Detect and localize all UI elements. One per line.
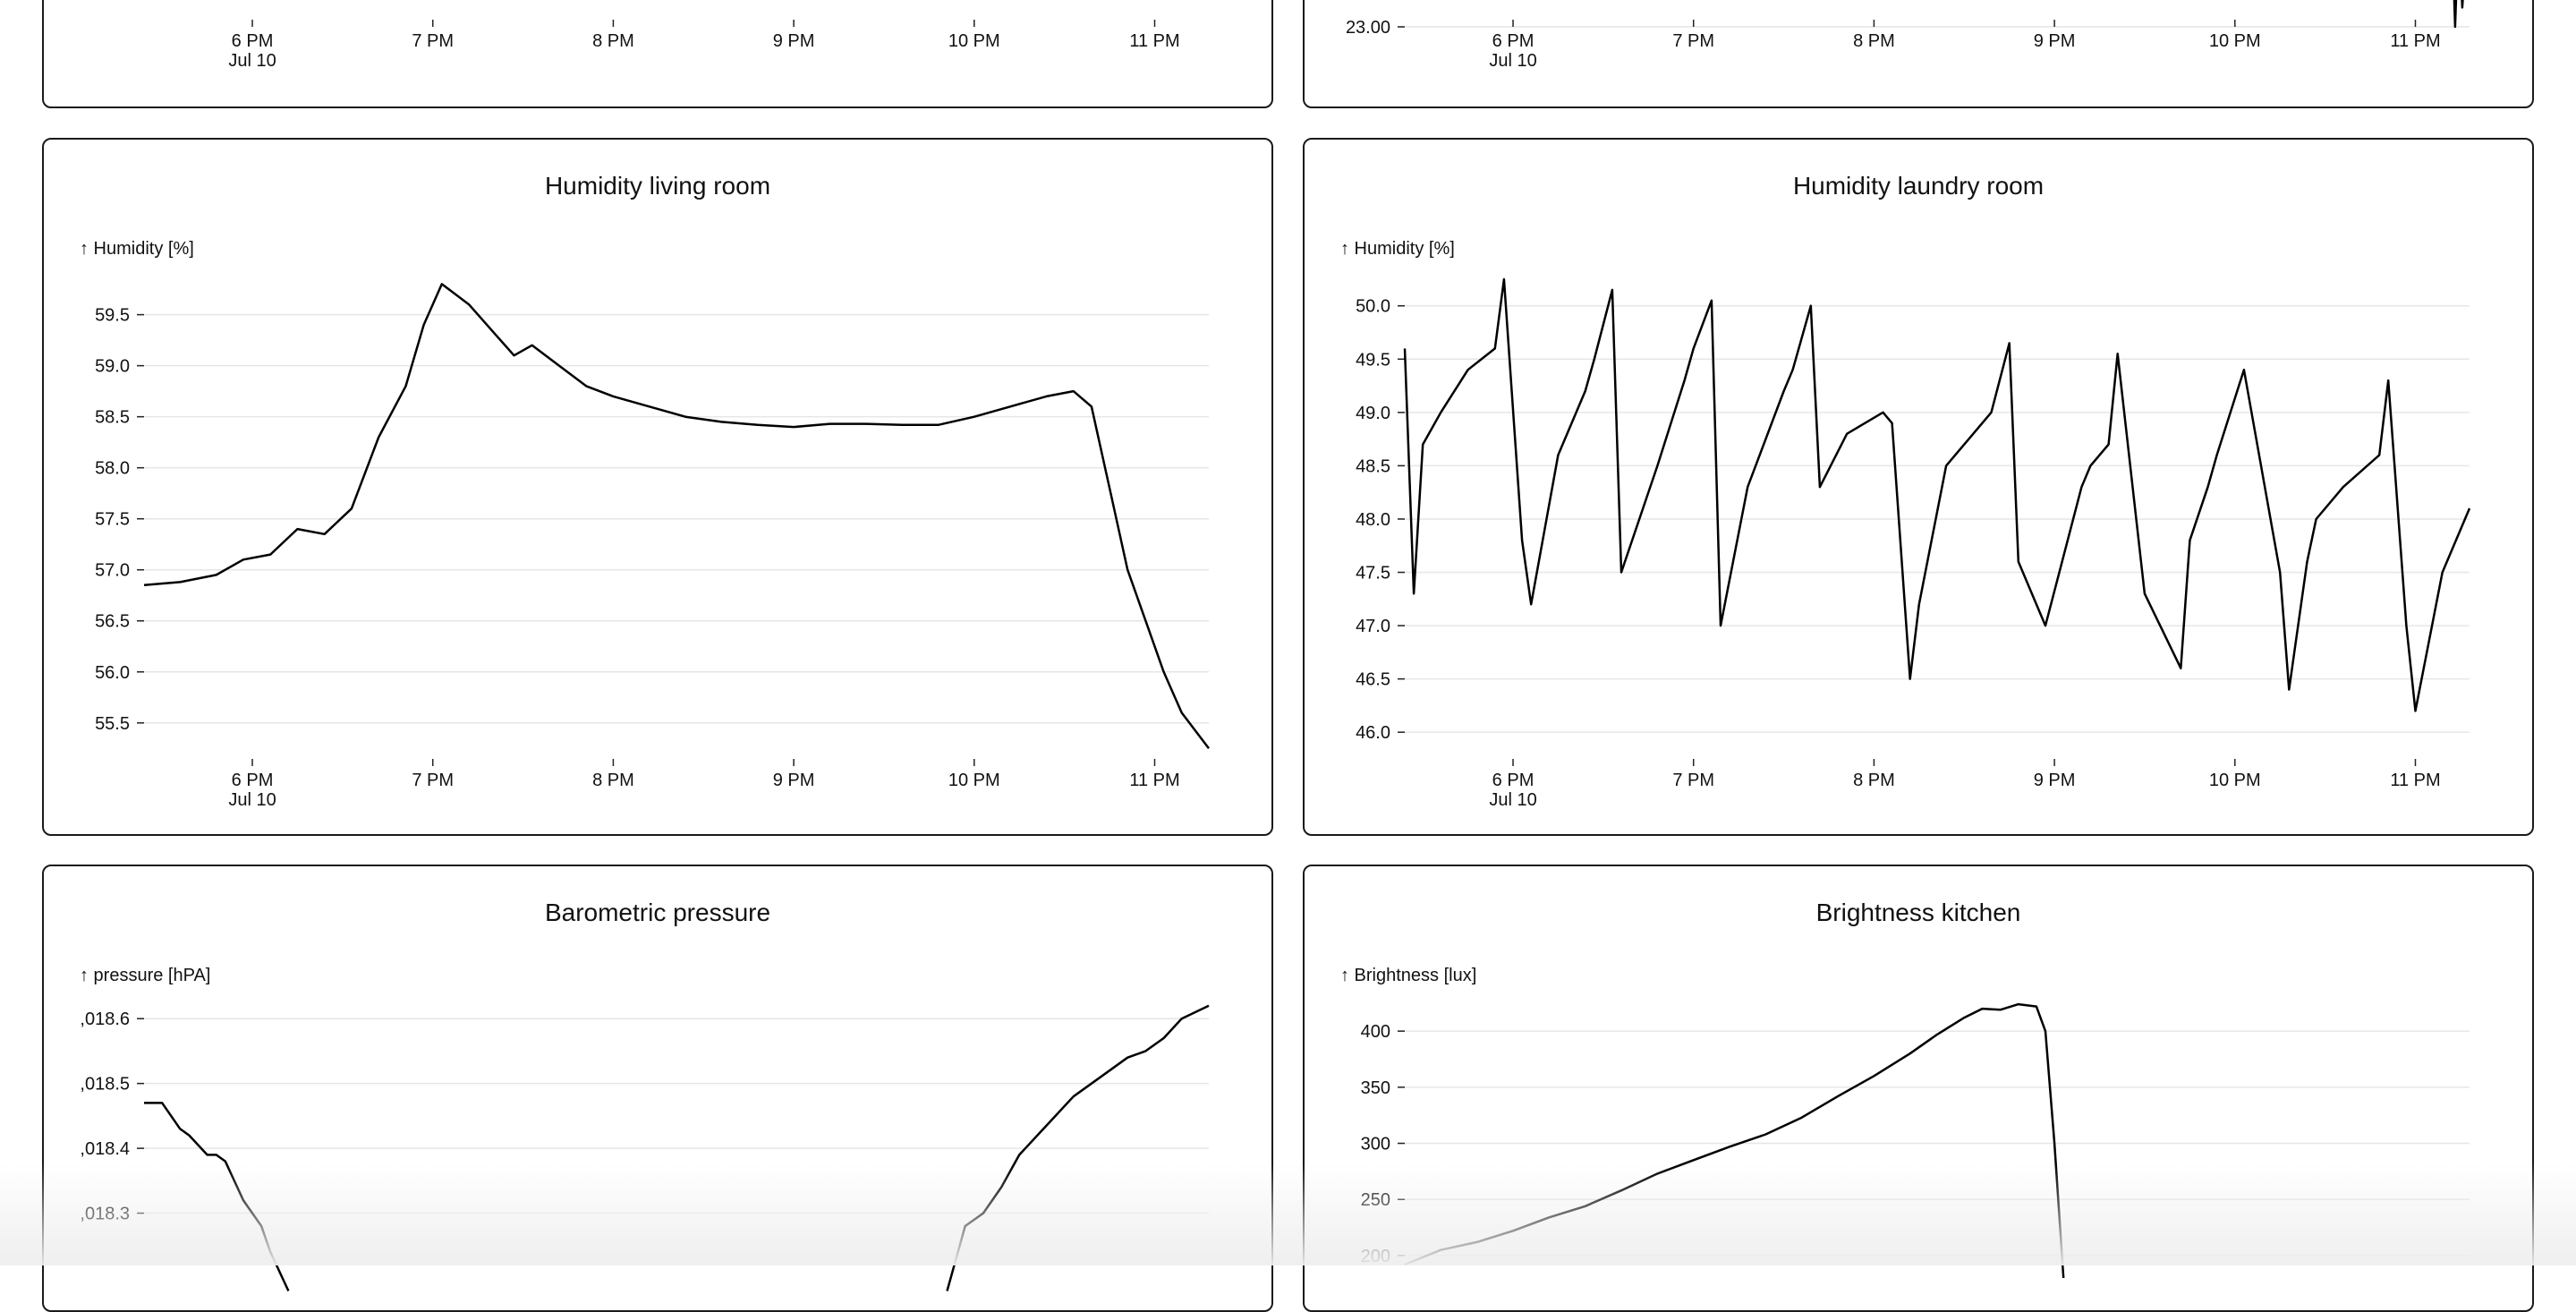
chart-card-humidity-laundry-room: Humidity laundry room ↑ Humidity [%] 46.0… xyxy=(1303,138,2534,836)
x-tick-label: 10 PM xyxy=(2209,31,2261,51)
y-axis-label: ↑ Brightness [lux] xyxy=(1340,966,1476,985)
x-tick-label: 11 PM xyxy=(2390,31,2440,51)
x-tick-label: 6 PM xyxy=(1492,771,1535,790)
y-tick-label: 49.0 xyxy=(1356,404,1390,423)
x-tick-label: 8 PM xyxy=(592,31,634,51)
x-tick-label: 9 PM xyxy=(773,771,815,790)
chart-card-humidity-living-room: Humidity living room ↑ Humidity [%] 55.5 5… xyxy=(42,138,1273,836)
y-tick-label: 56.5 xyxy=(95,612,130,632)
x-tick-sublabel: Jul 10 xyxy=(228,51,276,71)
x-tick-label: 8 PM xyxy=(1853,31,1895,51)
y-tick-label: 50.0 xyxy=(1356,297,1390,317)
x-tick-label: 7 PM xyxy=(412,771,454,790)
y-axis-label: ↑ Humidity [%] xyxy=(80,239,194,259)
y-tick-label: 300 xyxy=(1361,1135,1390,1154)
y-tick-label: ,018.5 xyxy=(80,1075,130,1095)
y-axis-label: ↑ pressure [hPA] xyxy=(80,966,210,985)
y-tick-label: 46.0 xyxy=(1356,723,1390,743)
x-tick-label: 11 PM xyxy=(1129,31,1179,51)
y-tick-label: ,018.4 xyxy=(80,1139,130,1159)
y-tick-label: 48.0 xyxy=(1356,510,1390,530)
y-tick-label: 49.5 xyxy=(1356,350,1390,370)
x-tick-label: 11 PM xyxy=(1129,771,1179,790)
y-tick-label: 250 xyxy=(1361,1190,1390,1210)
chart-card-brightness-kitchen: Brightness kitchen ↑ Brightness [lux] 200… xyxy=(1303,865,2534,1312)
series-line xyxy=(143,283,1210,750)
x-tick-label: 8 PM xyxy=(1853,771,1895,790)
chart-plot: ↑ Brightness [lux] 200 250 300 350 400 xyxy=(1340,966,2470,1279)
chart-plot: ↑ Humidity [%] 55.5 56.0 56.5 57.0 57.5 58.0 58… xyxy=(80,239,1210,810)
y-tick-label: 57.5 xyxy=(95,510,130,530)
x-tick-sublabel: Jul 10 xyxy=(1489,51,1536,71)
x-tick-label: 10 PM xyxy=(948,31,1000,51)
x-tick-sublabel: Jul 10 xyxy=(228,790,276,810)
y-tick-label: 58.5 xyxy=(95,408,130,428)
x-tick-label: 7 PM xyxy=(1672,31,1714,51)
x-tick-sublabel: Jul 10 xyxy=(1489,790,1536,810)
x-tick-label: 6 PM xyxy=(1492,31,1535,51)
x-tick-label: 6 PM xyxy=(232,31,274,51)
y-tick-label: 56.0 xyxy=(95,663,130,683)
y-tick-label: 47.0 xyxy=(1356,617,1390,636)
chart-title: Brightness kitchen xyxy=(1815,899,2021,926)
x-tick-label: 8 PM xyxy=(592,771,634,790)
chart-card-top-left: 6 PM Jul 10 7 PM 8 PM 9 PM 10 PM 11 PM xyxy=(42,0,1273,108)
x-tick-label: 7 PM xyxy=(1672,771,1714,790)
y-tick-label: 47.5 xyxy=(1356,564,1390,584)
x-tick-label: 9 PM xyxy=(2034,771,2076,790)
series-line xyxy=(2453,0,2464,29)
y-tick-label: 57.0 xyxy=(95,561,130,581)
y-tick-label: 23.00 xyxy=(1346,18,1390,38)
y-tick-label: 400 xyxy=(1361,1022,1390,1042)
chart-title: Humidity living room xyxy=(544,172,771,200)
series-line xyxy=(1404,1002,2065,1279)
y-tick-label: ,018.6 xyxy=(80,1010,130,1029)
x-tick-label: 9 PM xyxy=(2034,31,2076,51)
y-tick-label: 200 xyxy=(1361,1247,1390,1266)
chart-card-barometric-pressure: Barometric pressure ↑ pressure [hPA] ,018… xyxy=(42,865,1273,1312)
y-tick-label: 46.5 xyxy=(1356,670,1390,690)
x-tick-label: 10 PM xyxy=(2209,771,2261,790)
chart-title: Barometric pressure xyxy=(544,899,771,926)
y-axis-label: ↑ Humidity [%] xyxy=(1340,239,1455,259)
x-tick-label: 6 PM xyxy=(232,771,274,790)
x-tick-label: 10 PM xyxy=(948,771,1000,790)
y-tick-label: 59.0 xyxy=(95,357,130,377)
series-line xyxy=(1403,277,2471,712)
y-tick-label: 55.5 xyxy=(95,714,130,734)
chart-card-top-right: 23.00 6 PM Jul 10 7 PM 8 PM 9 PM 10 PM 11 PM xyxy=(1303,0,2534,108)
chart-plot: ↑ pressure [hPA] ,018.3 ,018.4 ,018.5 ,018.6 xyxy=(80,966,1210,1292)
series-line xyxy=(144,1102,290,1292)
y-tick-label: 48.5 xyxy=(1356,456,1390,476)
y-tick-label: 59.5 xyxy=(95,306,130,326)
x-tick-label: 9 PM xyxy=(773,31,815,51)
y-tick-label: 58.0 xyxy=(95,459,130,479)
x-tick-label: 11 PM xyxy=(2390,771,2440,790)
chart-plot: ↑ Humidity [%] 46.0 46.5 47.0 47.5 48.0 48.5 49… xyxy=(1340,239,2471,810)
x-tick-label: 7 PM xyxy=(412,31,454,51)
y-tick-label: 350 xyxy=(1361,1078,1390,1098)
y-tick-label: ,018.3 xyxy=(80,1205,130,1224)
chart-title: Humidity laundry room xyxy=(1792,172,2045,200)
